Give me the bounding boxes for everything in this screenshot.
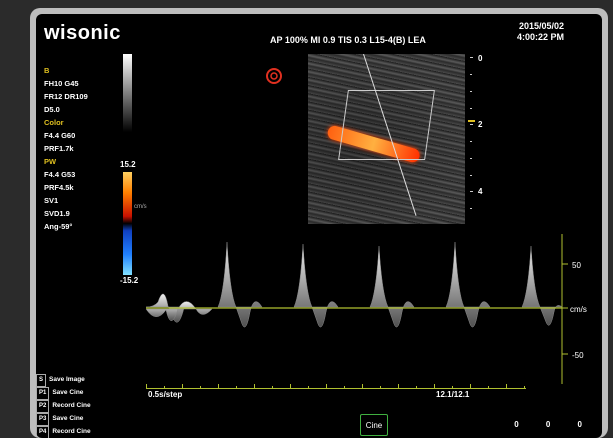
color-param-1: F4.4 G60 [44,131,76,140]
key-item[interactable]: S Save Image [36,374,91,387]
key-item[interactable]: P1 Save Cine [36,387,91,400]
key-label: S [36,374,47,387]
cine-button[interactable]: Cine [360,414,388,436]
b-mode-title: B [44,66,50,75]
cine-frame-counter: 12.1/12.1 [436,390,470,399]
pw-param-1: F4.4 G53 [44,170,76,179]
color-scale-bottom: -15.2 [120,276,139,285]
key-assignments: S Save Image P1 Save Cine P2 Record Cine P3… [36,374,91,438]
velocity-label-unit: cm/s [570,305,587,314]
doppler-spectrum[interactable]: 50 cm/s -50 [36,224,602,424]
key-item[interactable]: P4 Record Cine [36,426,91,438]
velocity-label-bottom: -50 [572,351,584,360]
key-action: Record Cine [52,428,91,435]
b-mode-image[interactable] [308,54,465,224]
key-action: Record Cine [52,402,91,409]
key-action: Save Cine [52,415,84,422]
key-item[interactable]: P2 Record Cine [36,400,91,413]
brand-logo: wisonic [44,22,121,44]
key-action: Save Cine [52,389,84,396]
pw-mode-title: PW [44,157,57,166]
imaging-parameters: B FH10 G45 FR12 DR109 D5.0 Color F4.4 G6… [44,64,88,233]
key-label: P1 [36,387,50,400]
depth-label-0: 0 [478,54,483,63]
velocity-label-top: 50 [572,261,581,270]
grayscale-bar [123,54,132,132]
color-scale-top: 15.2 [120,160,136,169]
color-scale-unit: cm/s [134,204,147,210]
depth-label-2: 2 [478,120,483,129]
depth-label-4: 4 [478,187,483,196]
acoustic-output-info: AP 100% MI 0.9 TIS 0.3 L15-4(B) LEA [270,35,426,45]
color-param-2: PRF1.7k [44,144,74,153]
datetime: 2015/05/02 4:00:22 PM [517,21,564,43]
color-scale-bar [123,172,132,275]
key-item[interactable]: P3 Save Cine [36,413,91,426]
pw-param-3: SV1 [44,196,59,205]
b-param-3: D5.0 [44,105,60,114]
date-text: 2015/05/02 [518,21,564,31]
pw-param-4: SVD1.9 [44,209,70,218]
key-label: P4 [36,426,50,438]
b-param-1: FH10 G45 [44,79,79,88]
pw-param-5: Ang-59° [44,222,73,231]
pw-param-2: PRF4.5k [44,183,74,192]
depth-scale: 0 2 4 [468,54,498,224]
key-label: P2 [36,400,50,413]
time-text: 4:00:22 PM [516,32,564,42]
sweep-speed: 0.5s/step [148,390,183,399]
target-icon[interactable] [264,66,284,86]
b-param-2: FR12 DR109 [44,92,88,101]
key-action: Save Image [49,376,85,383]
key-label: P3 [36,413,50,426]
trackball-values: 0 0 0 [514,420,582,429]
ultrasound-screen: wisonic AP 100% MI 0.9 TIS 0.3 L15-4(B) … [36,14,602,438]
depth-ticks [468,57,475,209]
color-mode-title: Color [44,118,64,127]
